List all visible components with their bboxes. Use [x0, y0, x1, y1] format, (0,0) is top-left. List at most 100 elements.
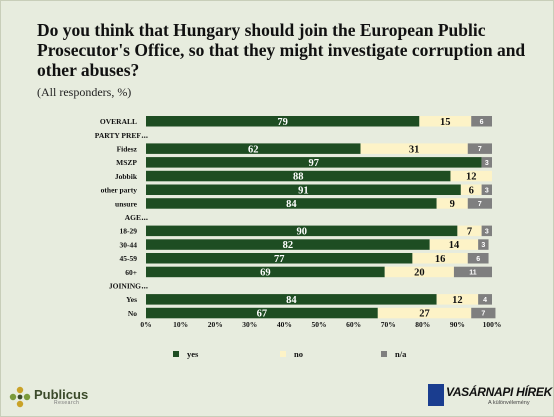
data-label-na: 7 [481, 311, 485, 318]
category-label: 45-59 [120, 254, 138, 263]
group-header-label: AGE [125, 213, 141, 222]
legend-swatch [280, 351, 286, 357]
x-tick-label: 60% [346, 320, 361, 329]
category-label: unsure [115, 199, 138, 208]
data-label-yes: 77 [274, 254, 285, 265]
bar-no [436, 294, 479, 305]
data-label-yes: 62 [248, 144, 259, 155]
bar-yes [146, 116, 420, 127]
data-label-no: 16 [435, 254, 446, 265]
x-tick-label: 80% [415, 320, 430, 329]
header-dot [146, 218, 148, 221]
bar-yes [146, 184, 461, 195]
data-label-no: 31 [409, 144, 420, 155]
header-dot [146, 136, 148, 138]
header-dot [146, 287, 148, 289]
bar-na [481, 225, 492, 237]
bar-yes [146, 294, 437, 305]
group-header-label: JOINING [109, 281, 141, 290]
bar-na [478, 239, 489, 250]
data-label-yes: 91 [298, 185, 309, 196]
vasarnapi-hirek-logo: VASÁRNAPI HÍREK A különvélemény [428, 383, 552, 409]
data-label-na: 3 [485, 228, 489, 235]
bar-no [457, 225, 482, 237]
data-label-yes: 90 [296, 226, 307, 237]
x-tick-label: 90% [450, 320, 465, 329]
category-label: 30-44 [120, 240, 138, 249]
bar-no [450, 170, 492, 182]
vasarnapi-hirek-mark-icon [428, 384, 444, 406]
data-label-na: 3 [481, 242, 485, 249]
bar-yes [146, 253, 413, 264]
bar-yes [146, 225, 458, 237]
legend-label: n/a [395, 349, 407, 359]
data-label-yes: 84 [286, 295, 297, 306]
data-label-na: 4 [483, 297, 487, 304]
x-tick-label: 20% [208, 320, 223, 329]
chart-title: Do you think that Hungary should join th… [37, 20, 526, 80]
header-dot [144, 218, 146, 221]
header-dot [141, 218, 144, 221]
bar-na [481, 184, 492, 195]
bar-yes [146, 266, 385, 278]
x-tick-label: 50% [312, 320, 327, 329]
data-label-yes: 97 [309, 158, 320, 169]
bar-no [419, 116, 472, 127]
bar-yes [146, 143, 361, 154]
data-label-na: 11 [469, 269, 477, 276]
x-tick-label: 100% [483, 320, 502, 329]
data-label-yes: 88 [293, 172, 304, 183]
bar-na [471, 116, 492, 127]
category-label: Jobbik [115, 172, 138, 181]
bar-na [467, 198, 492, 209]
data-label-no: 12 [466, 172, 477, 183]
category-label: 18-29 [120, 227, 138, 236]
category-label: MSZP [116, 158, 137, 167]
bar-na [467, 143, 492, 154]
header-dot [141, 287, 144, 289]
data-label-na: 6 [476, 256, 480, 263]
bar-yes [146, 307, 378, 319]
x-tick-label: 10% [173, 320, 188, 329]
publicus-logo-text: Publicus [34, 387, 89, 402]
category-label: No [128, 309, 137, 318]
publicus-logo-subtext: Research [54, 400, 80, 406]
category-label: other party [101, 186, 138, 195]
header-dot [144, 287, 146, 289]
data-label-no: 9 [450, 199, 455, 210]
data-label-no: 14 [449, 240, 460, 251]
bar-yes [146, 198, 437, 209]
data-label-no: 27 [419, 309, 430, 320]
vasarnapi-hirek-logo-subtext: A különvélemény [488, 400, 530, 406]
bar-na [481, 157, 492, 168]
bar-no [384, 266, 454, 278]
header-dot [144, 136, 146, 138]
publicus-mark-icon [9, 386, 31, 408]
legend-swatch [381, 351, 387, 357]
data-label-yes: 69 [260, 268, 271, 279]
data-label-na: 3 [485, 160, 489, 167]
bar-na [471, 307, 496, 319]
legend-label: yes [187, 349, 199, 359]
category-label: Fidesz [117, 144, 138, 153]
bar-na [478, 294, 492, 305]
data-label-yes: 82 [283, 240, 294, 251]
data-label-na: 7 [478, 146, 482, 153]
bar-na [467, 253, 489, 264]
category-label: 60+ [125, 268, 137, 277]
x-tick-label: 30% [242, 320, 257, 329]
bar-no [360, 143, 468, 154]
bar-no [436, 198, 468, 209]
bar-yes [146, 170, 451, 182]
data-label-na: 6 [480, 119, 484, 126]
bar-no [429, 239, 479, 250]
vasarnapi-hirek-logo-text: VASÁRNAPI HÍREK [446, 385, 552, 399]
legend-label: no [294, 349, 303, 359]
data-label-no: 12 [452, 295, 463, 306]
x-tick-label: 70% [381, 320, 396, 329]
chart-subtitle: (All responders, %) [37, 85, 132, 99]
data-label-yes: 79 [277, 117, 288, 128]
data-label-no: 7 [467, 226, 472, 237]
